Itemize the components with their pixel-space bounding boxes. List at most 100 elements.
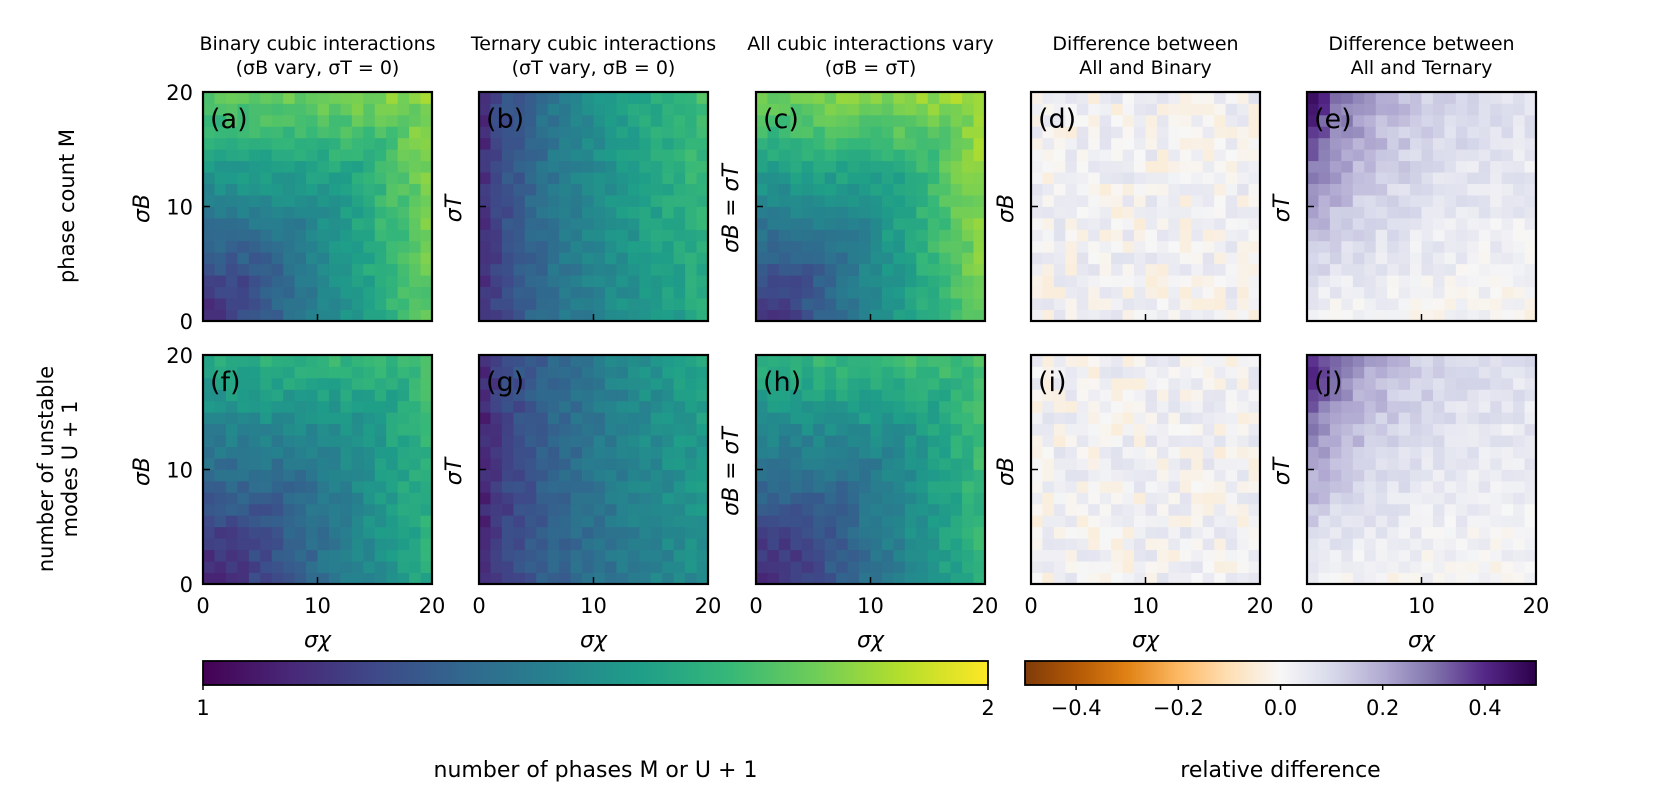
heatmap-cell (340, 92, 353, 104)
heatmap-cell (1329, 503, 1342, 516)
heatmap-cell (1352, 275, 1365, 288)
heatmap-cell (604, 366, 617, 379)
heatmap-cell (490, 355, 503, 367)
heatmap-cell (756, 538, 768, 551)
heatmap-cell (756, 286, 768, 299)
heatmap-cell (939, 92, 952, 104)
heatmap-cell (778, 195, 791, 207)
heatmap-cell (479, 92, 491, 104)
heatmap-cell (547, 160, 560, 173)
heatmap-cell (1501, 435, 1514, 447)
heatmap-cell (1111, 446, 1123, 459)
heatmap-cell (1318, 172, 1331, 184)
heatmap-cell (1513, 355, 1525, 367)
heatmap-cell (363, 206, 376, 219)
heatmap-cell (1099, 252, 1112, 265)
heatmap-cell (1513, 217, 1525, 230)
heatmap-cell (1134, 114, 1146, 127)
heatmap-cell (1478, 526, 1491, 539)
heatmap-cell (501, 423, 514, 436)
heatmap-cell (778, 252, 791, 265)
heatmap-cell (479, 435, 491, 447)
heatmap-cell (616, 309, 629, 322)
heatmap-cell (1307, 229, 1319, 242)
heatmap-cell (1237, 458, 1249, 470)
heatmap-cell (1076, 240, 1089, 253)
heatmap-cell (1202, 492, 1215, 505)
heatmap-cell (328, 252, 341, 265)
heatmap-cell (927, 561, 940, 573)
heatmap-cell (1398, 229, 1411, 242)
heatmap-cell (363, 126, 376, 139)
heatmap-cell (283, 137, 295, 150)
heatmap-cell (767, 561, 780, 573)
heatmap-cell (1341, 503, 1354, 516)
heatmap-cell (604, 503, 617, 516)
heatmap-cell (1375, 92, 1388, 104)
heatmap-cell (593, 515, 606, 528)
heatmap-cell (1053, 435, 1066, 447)
heatmap-cell (1318, 275, 1331, 288)
heatmap-cell (237, 458, 250, 470)
heatmap-cell (283, 423, 295, 436)
heatmap-cell (824, 355, 837, 367)
heatmap-cell (1329, 137, 1342, 150)
heatmap-cell (1501, 377, 1514, 390)
heatmap-cell (559, 183, 571, 196)
heatmap-cell (836, 217, 848, 230)
heatmap-cell (1088, 503, 1101, 516)
heatmap-cell (524, 549, 537, 562)
heatmap-cell (1042, 195, 1055, 207)
heatmap-cell (386, 572, 399, 585)
heatmap-cell (673, 377, 686, 390)
heatmap-cell (317, 389, 330, 402)
heatmap-cell (1214, 446, 1227, 459)
heatmap-cell (1099, 503, 1112, 516)
heatmap-cell (248, 126, 261, 139)
heatmap-cell (328, 458, 341, 470)
heatmap-cell (939, 389, 952, 402)
heatmap-cell (824, 503, 837, 516)
heatmap-cell (1444, 286, 1457, 299)
heatmap-cell (1444, 377, 1457, 390)
heatmap-cell (1111, 126, 1123, 139)
heatmap-cell (1053, 538, 1066, 551)
heatmap-cell (904, 355, 917, 367)
heatmap-cell (639, 263, 652, 276)
heatmap-cell (1501, 286, 1514, 299)
heatmap-cell (801, 92, 814, 104)
heatmap-cell (1225, 526, 1238, 539)
heatmap-cell (1122, 446, 1135, 459)
heatmap-cell (1042, 458, 1055, 470)
heatmap-cell (1432, 183, 1445, 196)
heatmap-cell (1513, 263, 1525, 276)
heatmap-cell (397, 538, 410, 551)
heatmap-cell (582, 526, 594, 539)
heatmap-cell (1237, 423, 1249, 436)
heatmap-cell (1225, 275, 1238, 288)
heatmap-cell (1076, 252, 1089, 265)
heatmap-cell (260, 206, 273, 219)
heatmap-cell (1501, 400, 1514, 413)
heatmap-cell (1076, 561, 1089, 573)
heatmap-cell (627, 572, 640, 585)
heatmap-cell (916, 103, 929, 116)
heatmap-cell (260, 458, 273, 470)
heatmap-cell (582, 538, 594, 551)
heatmap-cell (1375, 217, 1388, 230)
heatmap-cell (1329, 309, 1342, 322)
heatmap-cell (1455, 480, 1468, 493)
heatmap-cell (639, 377, 652, 390)
heatmap-cell (939, 309, 952, 322)
heatmap-cell (1364, 275, 1377, 288)
heatmap-cell (847, 160, 860, 173)
heatmap-cell (790, 217, 803, 230)
heatmap-cell (1364, 549, 1377, 562)
heatmap-cell (1444, 400, 1457, 413)
heatmap-cell (1248, 172, 1261, 184)
heatmap-cell (893, 377, 906, 390)
heatmap-cell (214, 377, 227, 390)
heatmap-cell (1134, 263, 1146, 276)
heatmap-cell (1478, 195, 1491, 207)
heatmap-cell (237, 240, 250, 253)
